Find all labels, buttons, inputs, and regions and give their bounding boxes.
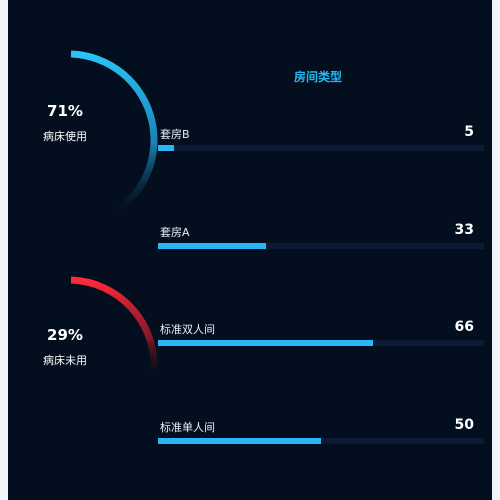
bed-used-percent: 71%: [47, 102, 83, 120]
bed-unused-label: 病床未用: [43, 354, 87, 367]
bar-value-label: 33: [454, 222, 474, 238]
bar-category-label: 套房A: [160, 226, 190, 239]
bed-used-label: 病床使用: [43, 130, 87, 143]
chart-title: 房间类型: [293, 70, 342, 84]
bar-value-label: 66: [454, 319, 474, 335]
bar-track: [158, 145, 484, 151]
bar: [158, 340, 374, 346]
bar-row: 标准双人间 66: [158, 319, 484, 351]
bar-category-label: 标准双人间: [160, 323, 215, 336]
bar-row: 套房B 5: [158, 124, 484, 156]
bed-used-gauge: 71% 病床使用: [8, 40, 178, 210]
bar-value-label: 5: [464, 124, 474, 140]
bar: [158, 243, 266, 249]
bar-track: [158, 340, 484, 346]
bar-track: [158, 243, 484, 249]
bed-used-arc: [70, 50, 158, 210]
bar: [158, 438, 321, 444]
bar-category-label: 套房B: [160, 128, 190, 141]
bar-value-label: 50: [454, 417, 474, 433]
bed-unused-percent: 29%: [47, 326, 83, 344]
dashboard-panel: 71% 病床使用 29% 病床未用 房间类型 套房B 5 套房A 33 标准双人间 66 标…: [8, 0, 492, 500]
bar-row: 标准单人间 50: [158, 417, 484, 449]
bed-unused-gauge: 29% 病床未用: [8, 266, 178, 436]
bar-track: [158, 438, 484, 444]
bar-row: 套房A 33: [158, 222, 484, 254]
bed-unused-arc: [70, 276, 158, 378]
bar: [158, 145, 175, 151]
bar-category-label: 标准单人间: [160, 421, 215, 434]
